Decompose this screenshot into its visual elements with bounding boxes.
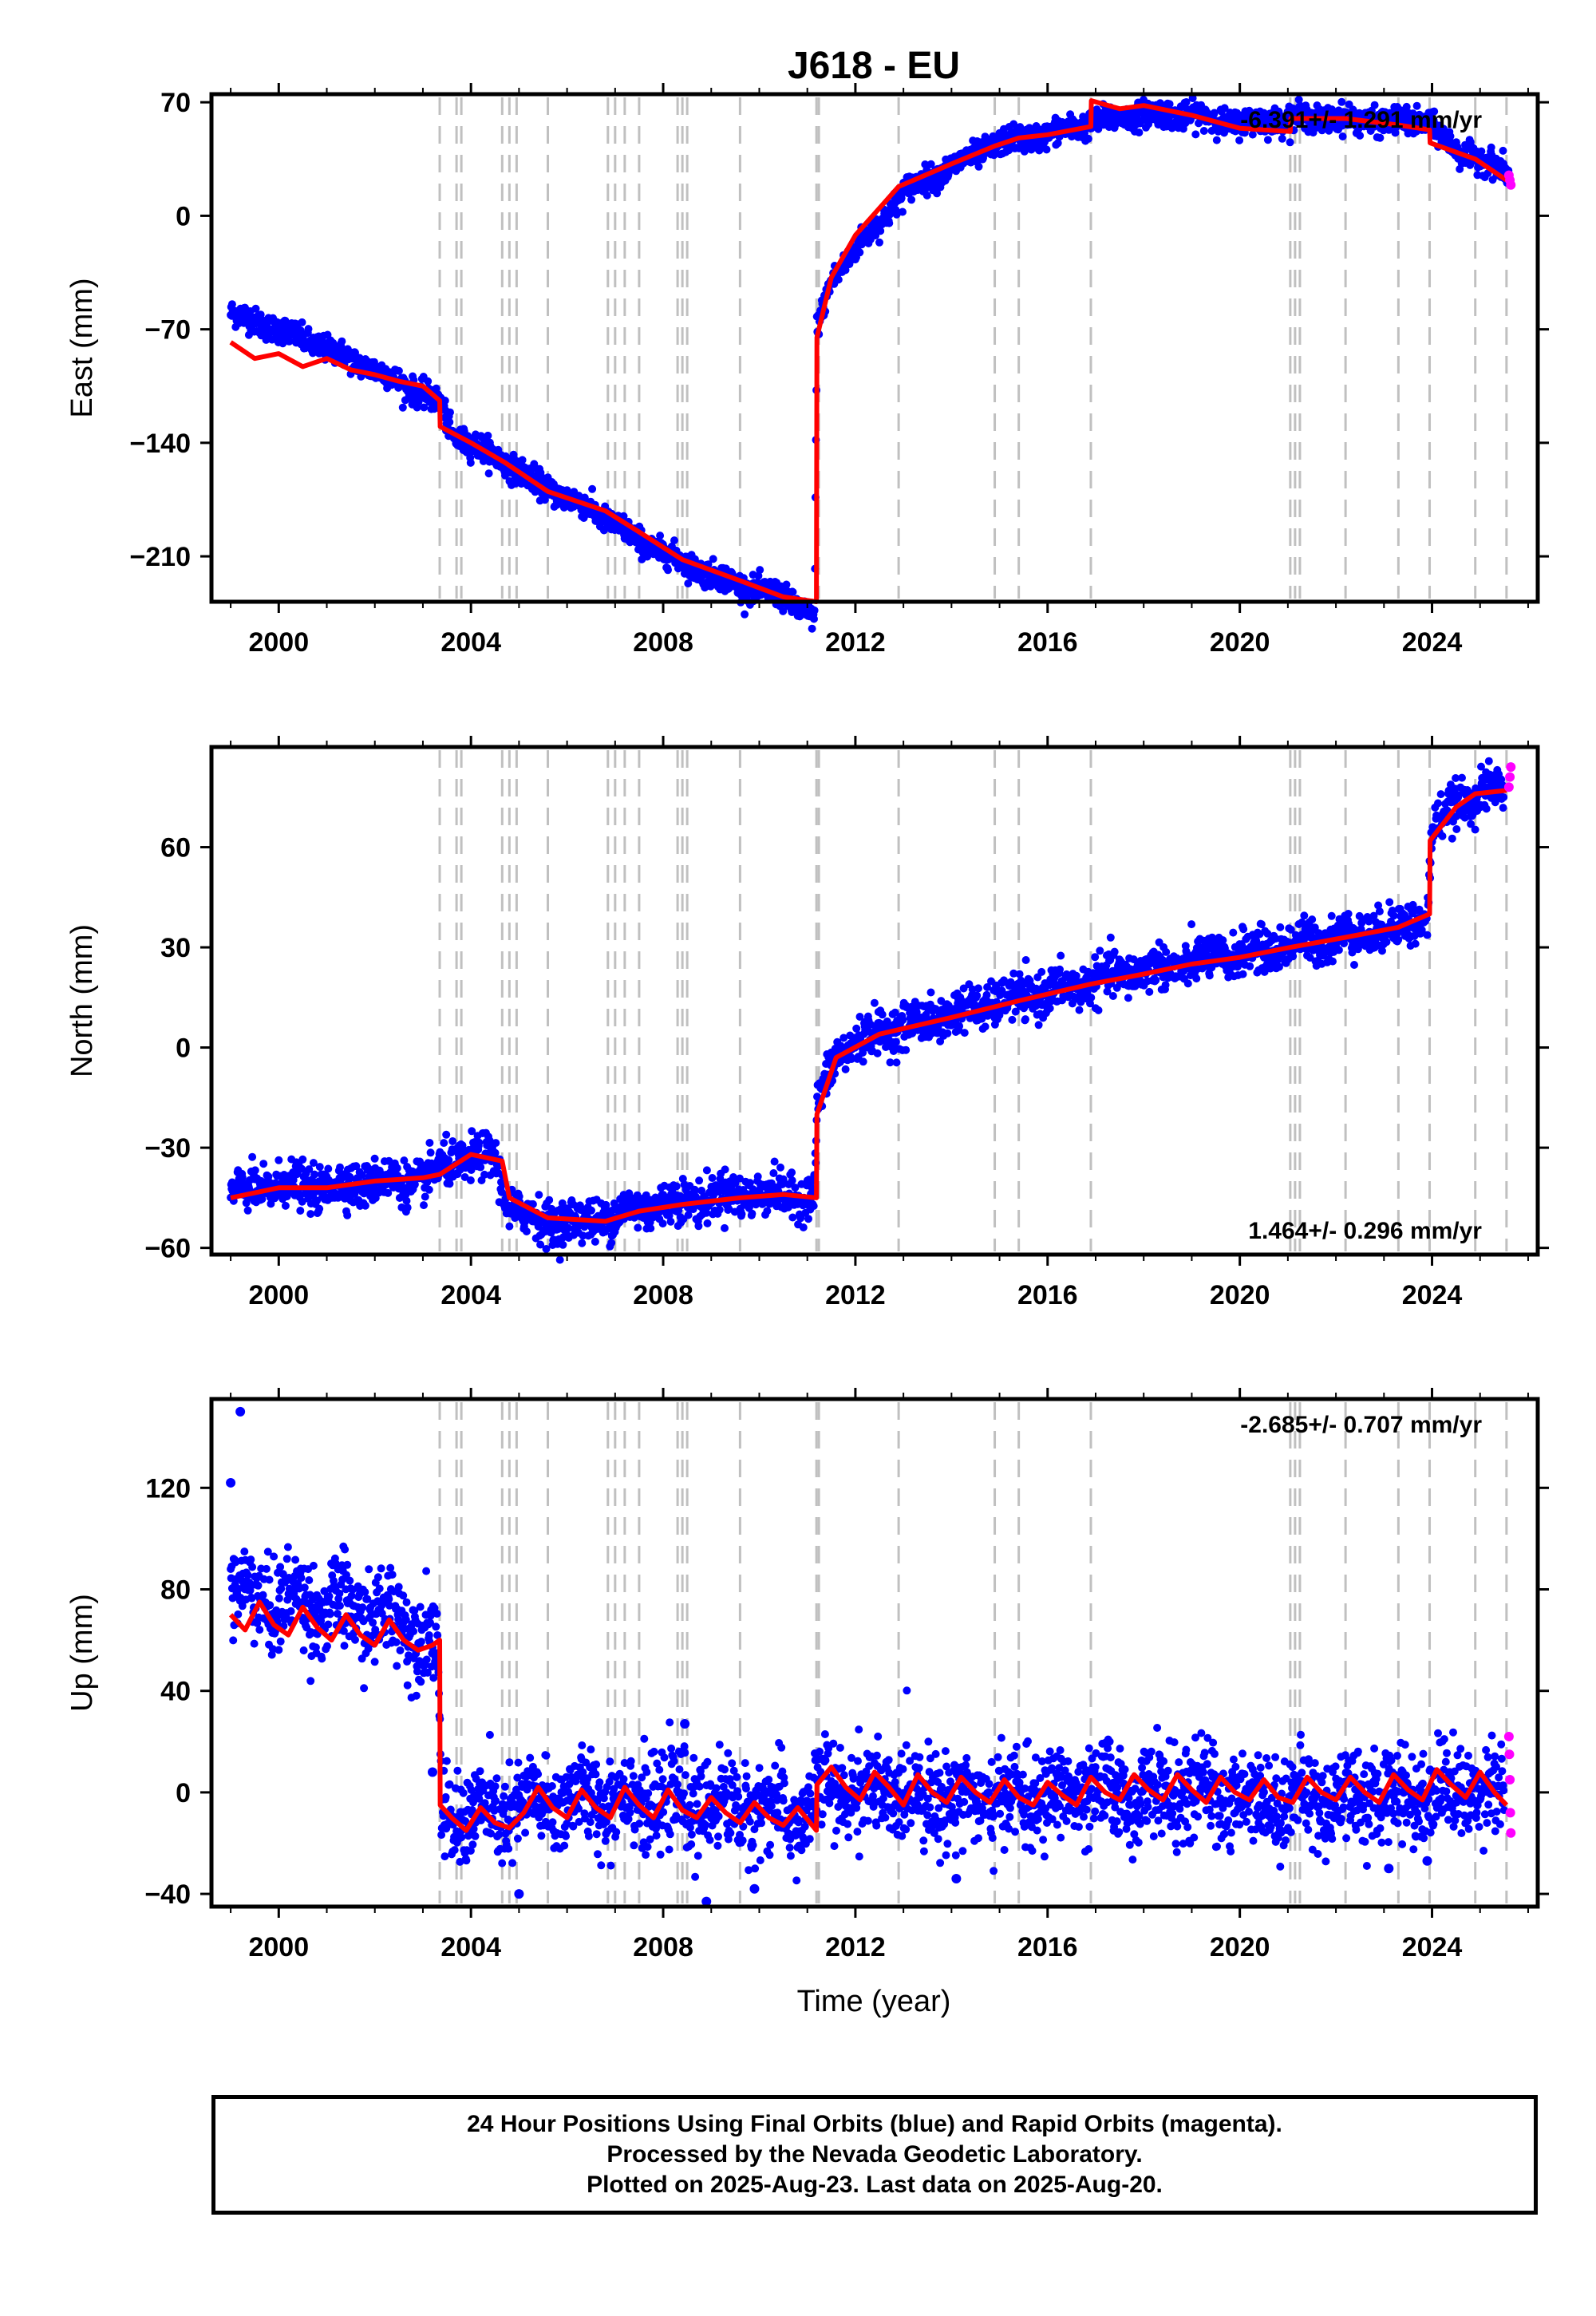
plot-frame [209,92,1540,604]
x-tick-label: 2008 [633,1280,693,1310]
x-tick-label: 2024 [1402,1280,1463,1310]
final-orbits-cloud [227,1542,1508,1885]
x-tick-label: 2004 [440,627,501,658]
model-fit-line [230,788,1507,1224]
y-axis-label: Up (mm) [65,1594,99,1712]
y-tick-label: −140 [129,429,191,459]
velocity-rate-label: -6.391+/- 1.291 mm/yr [1240,107,1482,133]
y-tick-label: 40 [160,1677,191,1707]
y-axis: 60 30 0 −30 −60 [144,833,1549,1264]
model-fit-line [228,1599,1509,1833]
x-tick-label: 2012 [825,627,886,658]
x-axis: 2000 2004 2008 2012 2016 2020 2024 [230,1388,1529,1962]
x-tick-label: 2008 [633,627,693,658]
x-tick-label: 2004 [440,1932,501,1962]
outlier-point [749,1883,760,1894]
y-tick-label: 30 [160,933,191,963]
plot-frame [209,1397,1540,1909]
y-tick-label: 60 [160,833,191,864]
velocity-rate-label: -2.685+/- 0.707 mm/yr [1240,1412,1482,1438]
x-tick-label: 2012 [825,1280,886,1310]
x-tick-label: 2004 [440,1280,501,1310]
x-tick-label: 2012 [825,1932,886,1962]
x-tick-label: 2016 [1017,1932,1078,1962]
outlier-point [951,1874,962,1884]
x-tick-label: 2008 [633,1932,693,1962]
x-tick-label: 2024 [1402,627,1463,658]
x-tick-label: 2000 [248,627,309,658]
rapid-orbit-point [1504,1749,1515,1760]
rapid-orbit-point [1505,1775,1515,1784]
y-axis-label: North (mm) [65,924,99,1077]
footer-line-1: 24 Hour Positions Using Final Orbits (bl… [467,2111,1282,2137]
x-tick-label: 2000 [248,1932,309,1962]
rapid-orbit-point [1505,1808,1515,1818]
rapid-orbit-point [1503,1731,1514,1741]
outlier-point [701,1896,712,1907]
outlier-point [1384,1863,1394,1874]
plot-frame [209,745,1540,1257]
figure-title: J618 - EU [788,45,960,87]
x-tick-label: 2016 [1017,1280,1078,1310]
panel-north: 60 30 0 −30 −60 North (mm) 2000 2004 2008 2012 201… [65,736,1549,1310]
x-tick-label: 2016 [1017,627,1078,658]
y-axis: 70 0 −70 −140 −210 [129,88,1549,572]
x-tick-label: 2020 [1210,1932,1270,1962]
y-tick-label: 0 [176,1778,191,1808]
velocity-rate-label: 1.464+/- 0.296 mm/yr [1248,1218,1482,1244]
outlier-point [235,1406,246,1417]
final-orbits-cloud [227,757,1508,1264]
x-axis-label: Time (year) [797,1985,951,2018]
footer-line-3: Plotted on 2025-Aug-23. Last data on 202… [587,2172,1163,2198]
y-tick-label: 0 [176,1034,191,1064]
x-tick-label: 2024 [1402,1932,1463,1962]
final-orbits-points [227,94,1513,633]
x-axis: 2000 2004 2008 2012 2016 2020 2024 [230,83,1529,658]
footer-line-2: Processed by the Nevada Geodetic Laborat… [606,2141,1143,2168]
rapid-orbits-points [1503,762,1516,792]
x-tick-label: 2020 [1210,1280,1270,1310]
y-axis-label: East (mm) [65,278,99,417]
y-tick-label: 70 [160,88,191,118]
model-fit-line [229,98,1508,604]
outlier-points [226,1406,1432,1907]
y-tick-label: −70 [144,315,191,346]
x-axis: 2000 2004 2008 2012 2016 2020 2024 [230,736,1529,1310]
y-tick-label: 0 [176,201,191,231]
footer-caption-box: 24 Hour Positions Using Final Orbits (bl… [211,2095,1538,2215]
final-orbits-points [227,757,1508,1264]
outlier-point [428,1767,437,1777]
outlier-point [226,1477,236,1488]
outlier-point [514,1889,524,1899]
y-tick-label: −40 [144,1879,191,1910]
y-tick-label: −210 [129,542,191,572]
y-tick-label: 120 [145,1473,191,1504]
rapid-orbits-points [1503,1731,1516,1838]
rapid-orbit-point [1506,1828,1516,1838]
outlier-point [680,1719,690,1729]
y-tick-label: 80 [160,1575,191,1606]
x-tick-label: 2020 [1210,627,1270,658]
rapid-orbit-point [1503,782,1514,792]
rapid-orbit-point [1505,772,1515,782]
rapid-orbit-point [1506,180,1516,190]
outlier-point [1422,1856,1432,1866]
y-tick-label: −60 [144,1234,191,1264]
rapid-orbit-point [1506,762,1516,773]
final-orbits-cloud [227,94,1513,633]
y-axis: 120 80 40 0 −40 [144,1473,1549,1910]
y-tick-label: −30 [144,1133,191,1164]
rapid-orbits-points [1503,170,1516,190]
final-orbits-points [227,1542,1508,1885]
x-tick-label: 2000 [248,1280,309,1310]
